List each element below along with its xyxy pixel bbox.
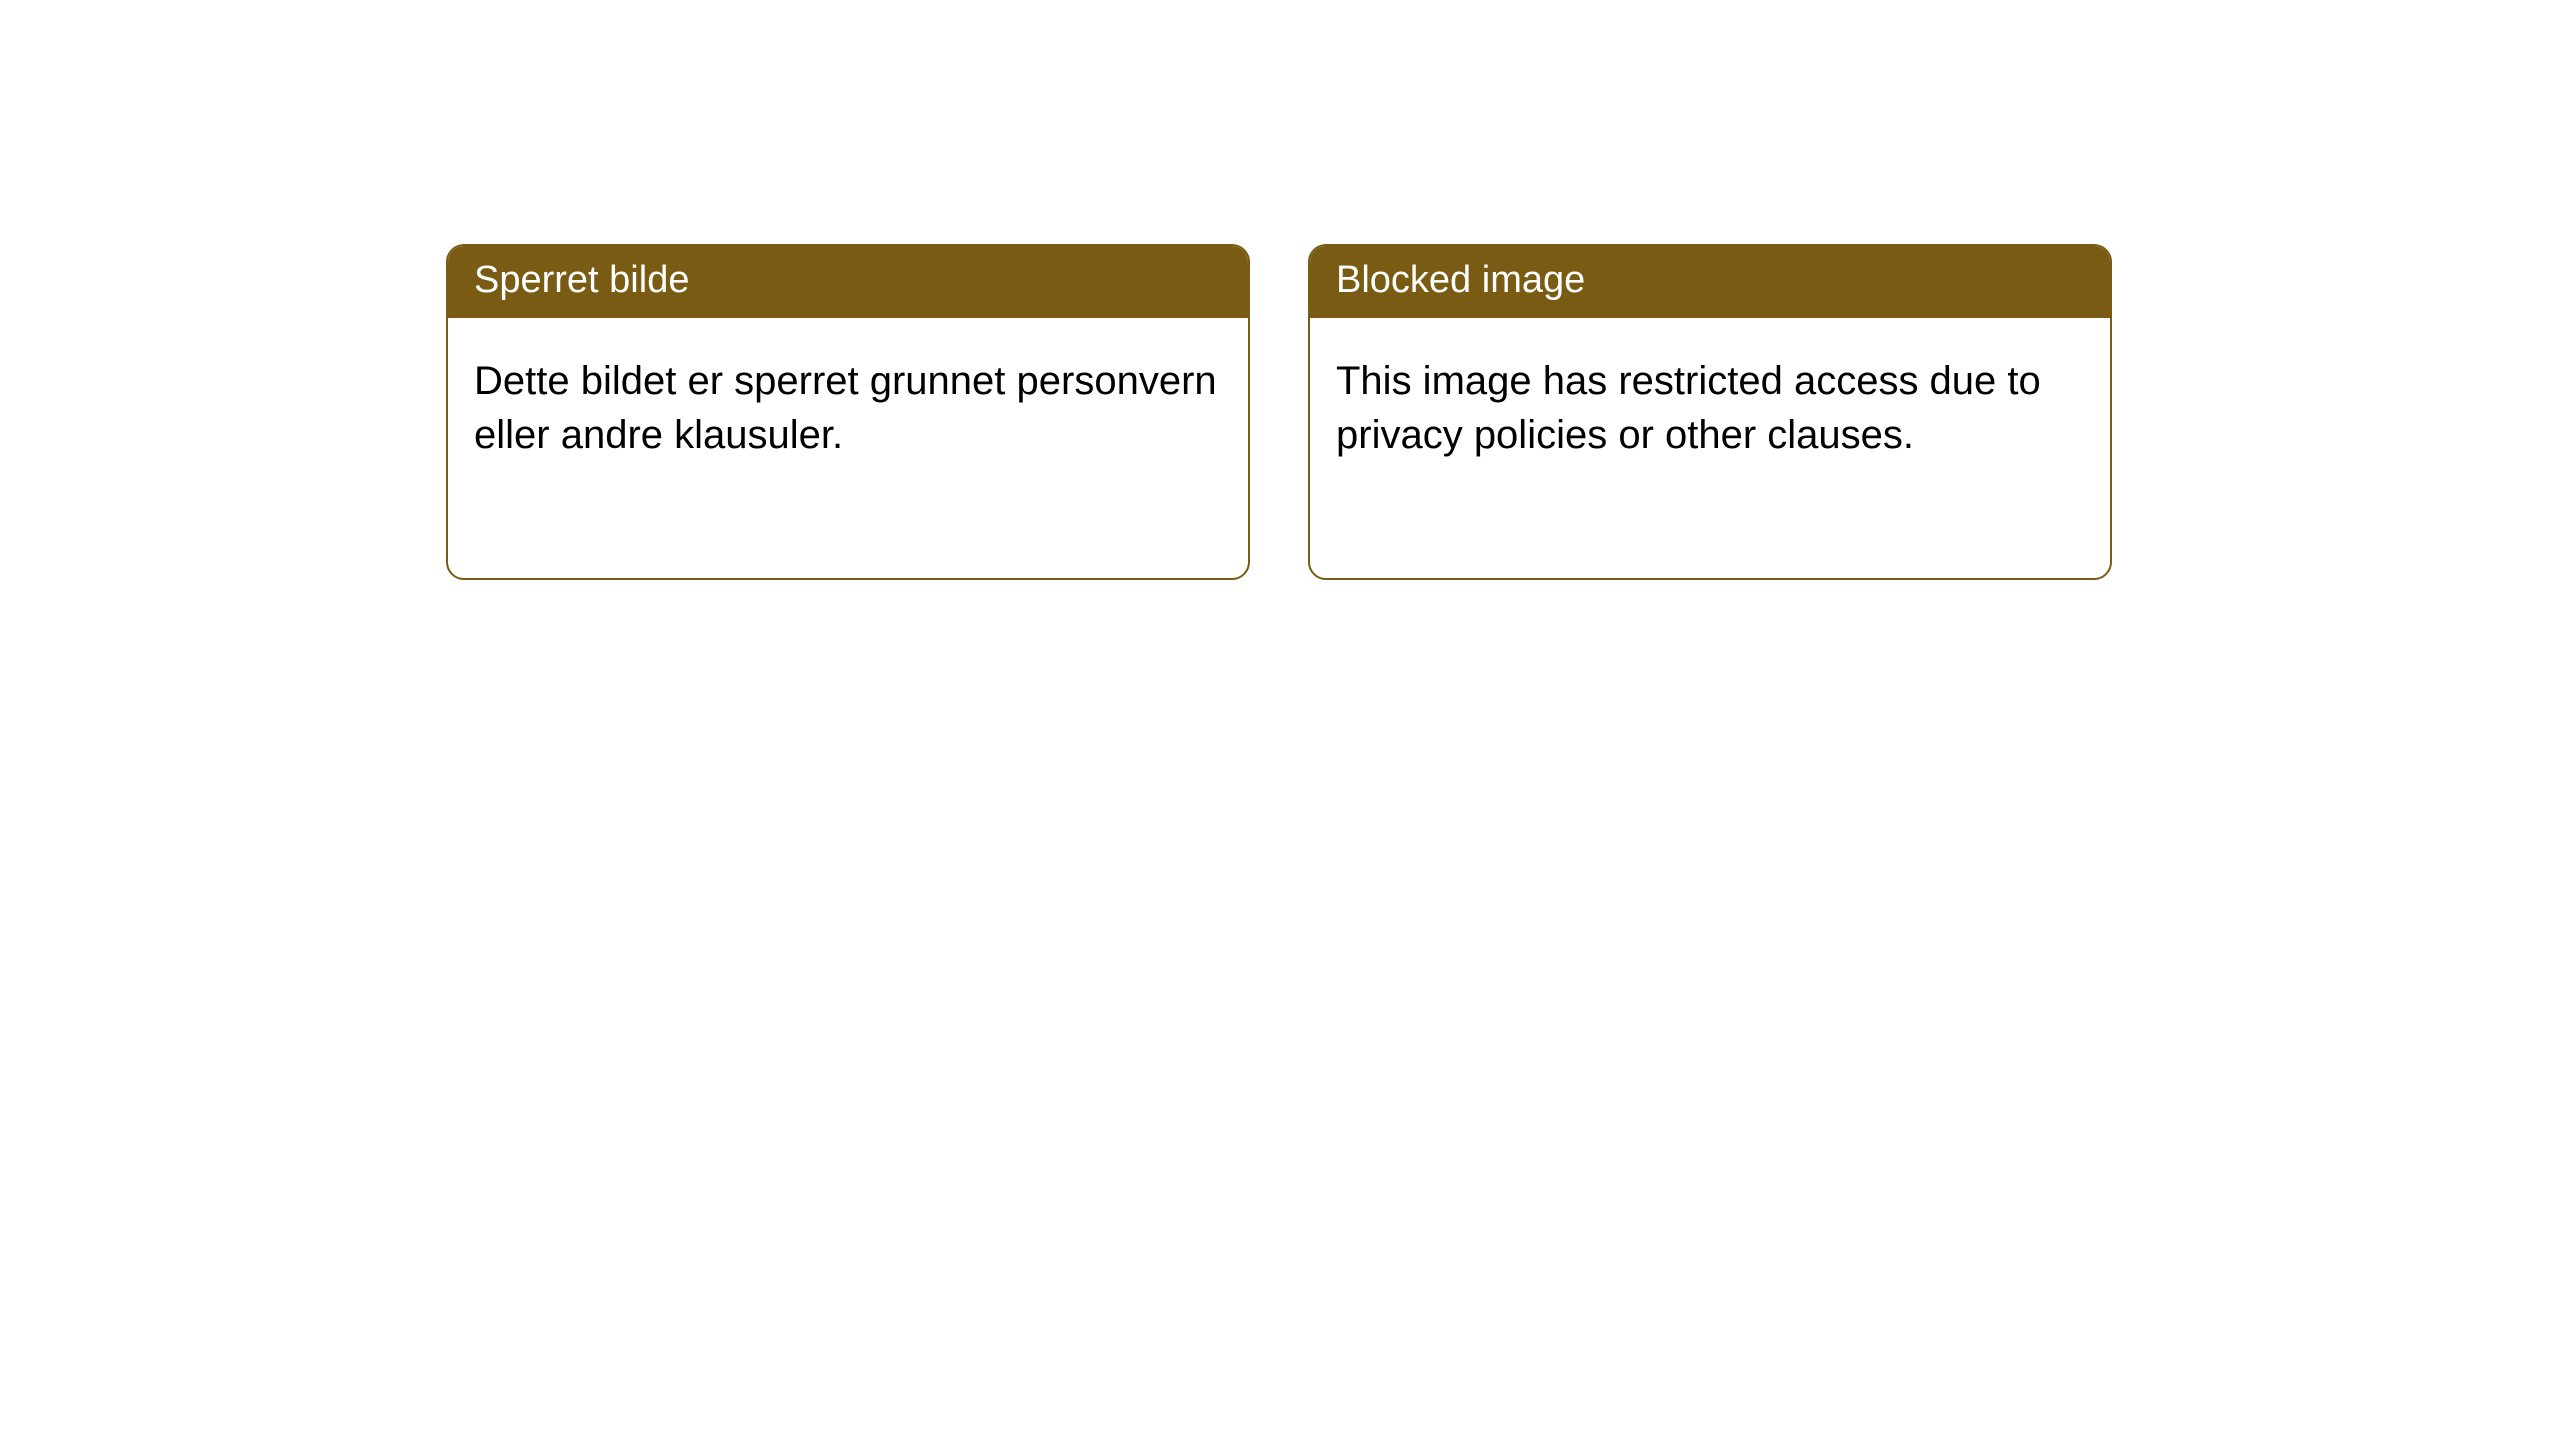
notice-body: This image has restricted access due to … [1310,318,2110,498]
notice-header: Blocked image [1310,246,2110,318]
notice-body: Dette bildet er sperret grunnet personve… [448,318,1248,498]
notice-container: Sperret bilde Dette bildet er sperret gr… [446,244,2112,580]
notice-card-english: Blocked image This image has restricted … [1308,244,2112,580]
notice-card-norwegian: Sperret bilde Dette bildet er sperret gr… [446,244,1250,580]
notice-header: Sperret bilde [448,246,1248,318]
